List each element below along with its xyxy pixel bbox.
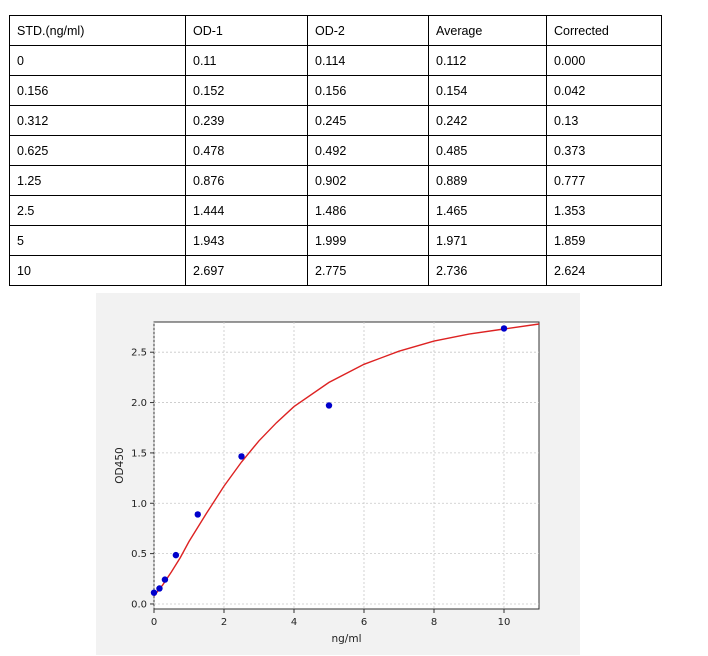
table-row: 0.156 0.152 0.156 0.154 0.042 xyxy=(9,75,662,106)
table-cell: 1.971 xyxy=(428,225,547,256)
data-point xyxy=(194,511,201,518)
table-cell: 0 xyxy=(9,45,186,76)
table-header-cell: OD-2 xyxy=(307,15,429,46)
table-cell: 0.156 xyxy=(307,75,429,106)
y-tick-label: 0.5 xyxy=(131,549,147,560)
table-row: 10 2.697 2.775 2.736 2.624 xyxy=(9,255,662,286)
table-cell: 0.13 xyxy=(546,105,662,136)
x-tick-label: 10 xyxy=(498,617,511,628)
x-tick-label: 2 xyxy=(221,617,227,628)
chart-svg: 0 2 4 6 8 10 0.0 0.5 1.0 1.5 2.0 2.5 ng/ml OD450 xyxy=(114,321,540,645)
table-cell: 0.478 xyxy=(185,135,308,166)
table-row: 0.625 0.478 0.492 0.485 0.373 xyxy=(9,135,662,166)
y-tick-label: 0.0 xyxy=(131,599,147,610)
table-cell: 0.245 xyxy=(307,105,429,136)
table-cell: 0.242 xyxy=(428,105,547,136)
x-tick-label: 0 xyxy=(151,617,157,628)
table-cell: 0.042 xyxy=(546,75,662,106)
table-row: 2.5 1.444 1.486 1.465 1.353 xyxy=(9,195,662,226)
table-cell: 10 xyxy=(9,255,186,286)
table-cell: 0.114 xyxy=(307,45,429,76)
table-cell: 2.5 xyxy=(9,195,186,226)
table-cell: 0.112 xyxy=(428,45,547,76)
table-cell: 2.624 xyxy=(546,255,662,286)
plot-area xyxy=(153,321,540,610)
x-tick-label: 4 xyxy=(291,617,297,628)
x-axis-title: ng/ml xyxy=(331,633,361,645)
y-tick-label: 2.5 xyxy=(131,348,147,359)
standard-curve-chart: 0 2 4 6 8 10 0.0 0.5 1.0 1.5 2.0 2.5 ng/ml OD450 xyxy=(96,293,580,655)
table-cell: 1.353 xyxy=(546,195,662,226)
table-cell: 0.11 xyxy=(185,45,308,76)
table-cell: 0.154 xyxy=(428,75,547,106)
table-cell: 0.000 xyxy=(546,45,662,76)
table-row: 0 0.11 0.114 0.112 0.000 xyxy=(9,45,662,76)
axes: 0 2 4 6 8 10 0.0 0.5 1.0 1.5 2.0 2.5 xyxy=(131,348,510,628)
table-cell: 1.859 xyxy=(546,225,662,256)
data-point xyxy=(172,551,180,559)
table-cell: 0.312 xyxy=(9,105,186,136)
data-point xyxy=(238,453,245,460)
y-axis-title: OD450 xyxy=(114,447,126,483)
grid xyxy=(153,322,539,609)
table-cell: 0.156 xyxy=(9,75,186,106)
table-cell: 0.373 xyxy=(546,135,662,166)
standard-curve-table: STD.(ng/ml) OD-1 OD-2 Average Corrected 0 0.11… xyxy=(9,15,662,286)
table-cell: 2.736 xyxy=(428,255,547,286)
table-cell: 0.876 xyxy=(185,165,308,196)
table-row: 5 1.943 1.999 1.971 1.859 xyxy=(9,225,662,256)
y-tick-label: 1.5 xyxy=(131,448,147,459)
table-header-row: STD.(ng/ml) OD-1 OD-2 Average Corrected xyxy=(9,15,662,46)
table-cell: 2.775 xyxy=(307,255,429,286)
table-header-cell: OD-1 xyxy=(185,15,308,46)
table-cell: 1.465 xyxy=(428,195,547,226)
fitted-curve-line xyxy=(153,323,540,597)
y-tick-label: 1.0 xyxy=(131,499,147,510)
table-cell: 1.999 xyxy=(307,225,429,256)
data-point xyxy=(500,325,508,332)
table-header-cell: Average xyxy=(428,15,547,46)
table-cell: 2.697 xyxy=(185,255,308,286)
table-cell: 0.485 xyxy=(428,135,547,166)
table-cell: 0.889 xyxy=(428,165,547,196)
data-points xyxy=(150,325,508,596)
table-row: 0.312 0.239 0.245 0.242 0.13 xyxy=(9,105,662,136)
table-cell: 1.943 xyxy=(185,225,308,256)
x-tick-label: 6 xyxy=(361,617,367,628)
data-point xyxy=(156,585,163,592)
table-cell: 0.625 xyxy=(9,135,186,166)
table-cell: 0.777 xyxy=(546,165,662,196)
table-cell: 0.492 xyxy=(307,135,429,166)
table-cell: 0.902 xyxy=(307,165,429,196)
table-cell: 1.25 xyxy=(9,165,186,196)
table-cell: 0.239 xyxy=(185,105,308,136)
table-header-cell: Corrected xyxy=(546,15,662,46)
table-header-cell: STD.(ng/ml) xyxy=(9,15,186,46)
data-point xyxy=(150,589,158,596)
data-point xyxy=(161,576,169,583)
x-tick-label: 8 xyxy=(431,617,437,628)
table-cell: 1.486 xyxy=(307,195,429,226)
table-cell: 5 xyxy=(9,225,186,256)
y-tick-label: 2.0 xyxy=(131,398,147,409)
table-cell: 0.152 xyxy=(185,75,308,106)
table-cell: 1.444 xyxy=(185,195,308,226)
data-point xyxy=(325,402,333,409)
table-row: 1.25 0.876 0.902 0.889 0.777 xyxy=(9,165,662,196)
